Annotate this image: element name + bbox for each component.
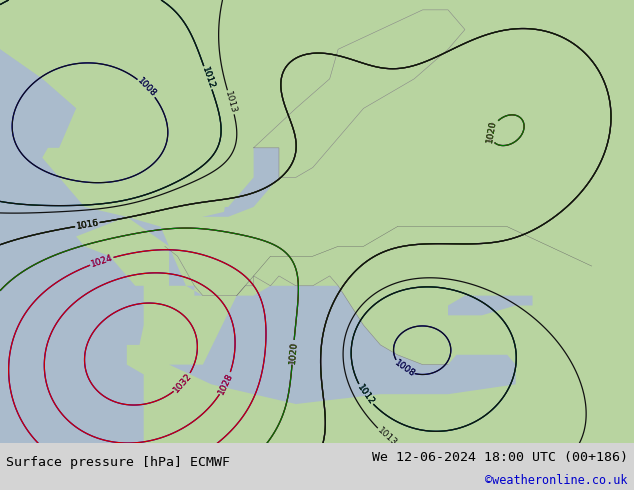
Text: 1016: 1016 <box>75 218 100 231</box>
Text: 1012: 1012 <box>200 66 216 90</box>
Text: 1012: 1012 <box>355 383 376 407</box>
Text: 1013: 1013 <box>223 90 238 115</box>
Text: 1012: 1012 <box>200 66 216 90</box>
Text: 1028: 1028 <box>217 371 235 396</box>
Text: 1016: 1016 <box>75 218 100 231</box>
Polygon shape <box>0 49 203 443</box>
Text: 1028: 1028 <box>217 371 235 396</box>
Polygon shape <box>127 177 162 212</box>
Text: We 12-06-2024 18:00 UTC (00+186): We 12-06-2024 18:00 UTC (00+186) <box>372 451 628 464</box>
Text: 1012: 1012 <box>355 383 376 407</box>
Polygon shape <box>0 0 634 443</box>
Text: 1012: 1012 <box>200 66 216 90</box>
Polygon shape <box>195 148 279 217</box>
Polygon shape <box>169 286 515 404</box>
Polygon shape <box>0 49 76 148</box>
Text: 1020: 1020 <box>485 119 498 143</box>
Text: 1032: 1032 <box>172 371 194 394</box>
Text: 1020: 1020 <box>485 119 498 143</box>
Text: 1008: 1008 <box>392 359 417 379</box>
Text: 1008: 1008 <box>136 76 158 99</box>
Text: 1020: 1020 <box>288 341 299 364</box>
Polygon shape <box>448 295 533 316</box>
Text: 1032: 1032 <box>172 371 194 394</box>
Text: Surface pressure [hPa] ECMWF: Surface pressure [hPa] ECMWF <box>6 456 230 468</box>
Text: 1020: 1020 <box>485 119 498 143</box>
Text: 1008: 1008 <box>392 359 417 379</box>
Text: 1016: 1016 <box>75 218 100 231</box>
Text: 1012: 1012 <box>355 383 376 407</box>
Text: ©weatheronline.co.uk: ©weatheronline.co.uk <box>485 474 628 487</box>
Text: 1024: 1024 <box>89 253 114 269</box>
Text: 1008: 1008 <box>136 76 158 99</box>
Text: 1024: 1024 <box>89 253 114 269</box>
Text: 1020: 1020 <box>288 341 299 364</box>
Text: 1013: 1013 <box>375 426 398 448</box>
Polygon shape <box>160 148 226 227</box>
Text: 1016: 1016 <box>75 218 100 231</box>
Text: 1020: 1020 <box>288 341 299 364</box>
